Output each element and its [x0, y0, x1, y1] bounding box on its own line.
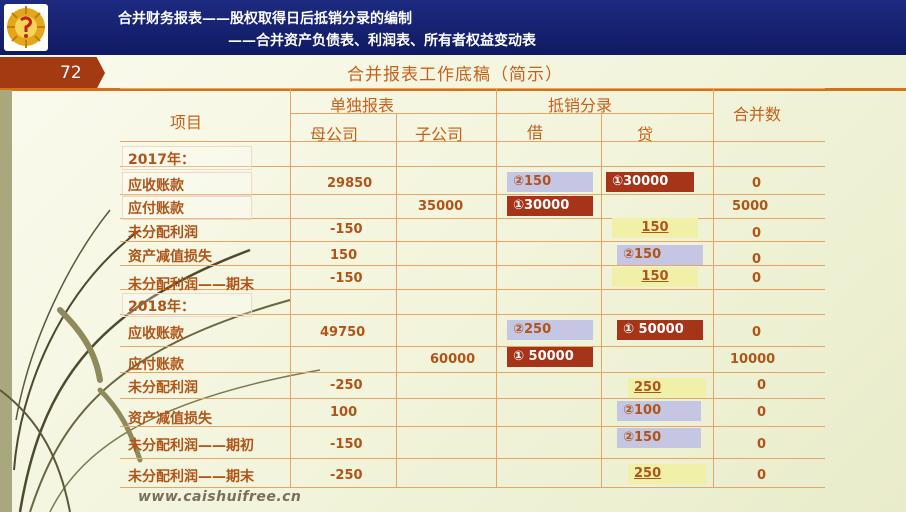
row-label: 未分配利润——期初	[128, 438, 254, 454]
footer-url: www.caishuifree.cn	[138, 489, 302, 505]
credit-entry: ②100	[617, 401, 701, 421]
page-number: 72	[0, 57, 105, 89]
header-bar: 合并财务报表——股权取得日后抵销分录的编制 ——合并资产负债表、利润表、所有者权…	[0, 0, 906, 55]
col-header-parent: 母公司	[310, 125, 359, 144]
consolidated-value: 0	[752, 325, 762, 340]
grid-line	[120, 265, 825, 266]
parent-value: -250	[330, 468, 363, 483]
debit-entry: ①30000	[507, 196, 593, 216]
year-2018: 2018年：	[128, 299, 195, 315]
grid-line	[120, 426, 825, 427]
credit-entry: ②150	[617, 428, 701, 448]
row-label: 资产减值损失	[128, 411, 212, 427]
grid-line	[120, 487, 825, 488]
grid-line	[396, 113, 397, 487]
grid-line	[120, 346, 825, 347]
label-cell	[122, 172, 252, 196]
row-label: 未分配利润——期末	[128, 277, 254, 293]
col-header-sub: 子公司	[415, 125, 464, 144]
grid-line	[713, 88, 714, 487]
grid-line	[601, 113, 602, 487]
year-cell	[122, 293, 252, 317]
row-label: 应收账款	[128, 178, 184, 194]
credit-entry: ① 50000	[617, 320, 703, 340]
row-label: 应付账款	[128, 357, 184, 373]
credit-entry: 150	[612, 267, 698, 287]
debit-entry: ① 50000	[507, 347, 593, 367]
row-label: 应付账款	[128, 201, 184, 217]
row-label: 未分配利润	[128, 225, 198, 241]
credit-entry: 250	[628, 378, 706, 398]
parent-value: -150	[330, 222, 363, 237]
grid-line	[120, 289, 825, 290]
consolidated-value: 0	[757, 405, 767, 420]
divider	[0, 88, 906, 91]
consolidated-value: 5000	[732, 199, 769, 214]
row-label: 未分配利润	[128, 380, 198, 396]
parent-value: -250	[330, 378, 363, 393]
consolidated-value: 0	[752, 226, 762, 241]
consolidated-value: 0	[752, 176, 762, 191]
grid-line	[120, 141, 825, 142]
grid-line	[120, 166, 825, 167]
decorative-curves	[0, 90, 321, 512]
sub-value: 60000	[430, 352, 476, 367]
parent-value: 100	[330, 405, 358, 420]
header-title: 合并财务报表——股权取得日后抵销分录的编制	[118, 11, 412, 27]
col-header-consolidated: 合并数	[733, 105, 782, 124]
grid-line	[120, 218, 825, 219]
debit-entry: ②250	[507, 320, 593, 340]
consolidated-value: 0	[757, 468, 767, 483]
col-header-credit: 贷	[637, 125, 654, 144]
sheet-title: 合并报表工作底稿（简示）	[347, 65, 563, 85]
col-header-item: 项目	[170, 113, 203, 132]
parent-value: 29850	[327, 176, 373, 191]
grid-line	[120, 314, 825, 315]
grid-line	[290, 113, 713, 114]
grid-line	[120, 241, 825, 242]
parent-value: -150	[330, 271, 363, 286]
grid-line	[120, 398, 825, 399]
consolidated-value: 0	[757, 437, 767, 452]
grid-line	[120, 194, 825, 195]
credit-entry: 150	[612, 218, 698, 238]
sub-value: 35000	[418, 199, 464, 214]
row-label: 应收账款	[128, 326, 184, 342]
credit-entry: 250	[628, 464, 706, 484]
col-header-separate: 单独报表	[330, 96, 395, 115]
credit-entry: ②150	[617, 245, 703, 265]
label-cell	[122, 196, 252, 220]
consolidated-value: 0	[752, 271, 762, 286]
row-label: 资产减值损失	[128, 249, 212, 265]
consolidated-value: 0	[757, 378, 767, 393]
year-2017: 2017年：	[128, 152, 195, 168]
col-header-elimination: 抵销分录	[548, 96, 613, 115]
logo-icon	[4, 4, 48, 51]
row-label: 未分配利润——期末	[128, 469, 254, 485]
credit-entry: ①30000	[606, 172, 694, 192]
parent-value: -150	[330, 437, 363, 452]
year-cell	[122, 146, 252, 170]
consolidated-value: 0	[752, 252, 762, 267]
parent-value: 49750	[320, 325, 366, 340]
header-subtitle: ——合并资产负债表、利润表、所有者权益变动表	[228, 33, 536, 49]
grid-line	[120, 88, 825, 89]
grid-line	[496, 88, 497, 487]
grid-line	[290, 88, 291, 487]
grid-line	[120, 458, 825, 459]
col-header-debit: 借	[527, 123, 544, 142]
grid-line	[120, 372, 825, 373]
consolidated-value: 10000	[730, 352, 776, 367]
debit-entry: ②150	[507, 172, 593, 192]
parent-value: 150	[330, 248, 358, 263]
